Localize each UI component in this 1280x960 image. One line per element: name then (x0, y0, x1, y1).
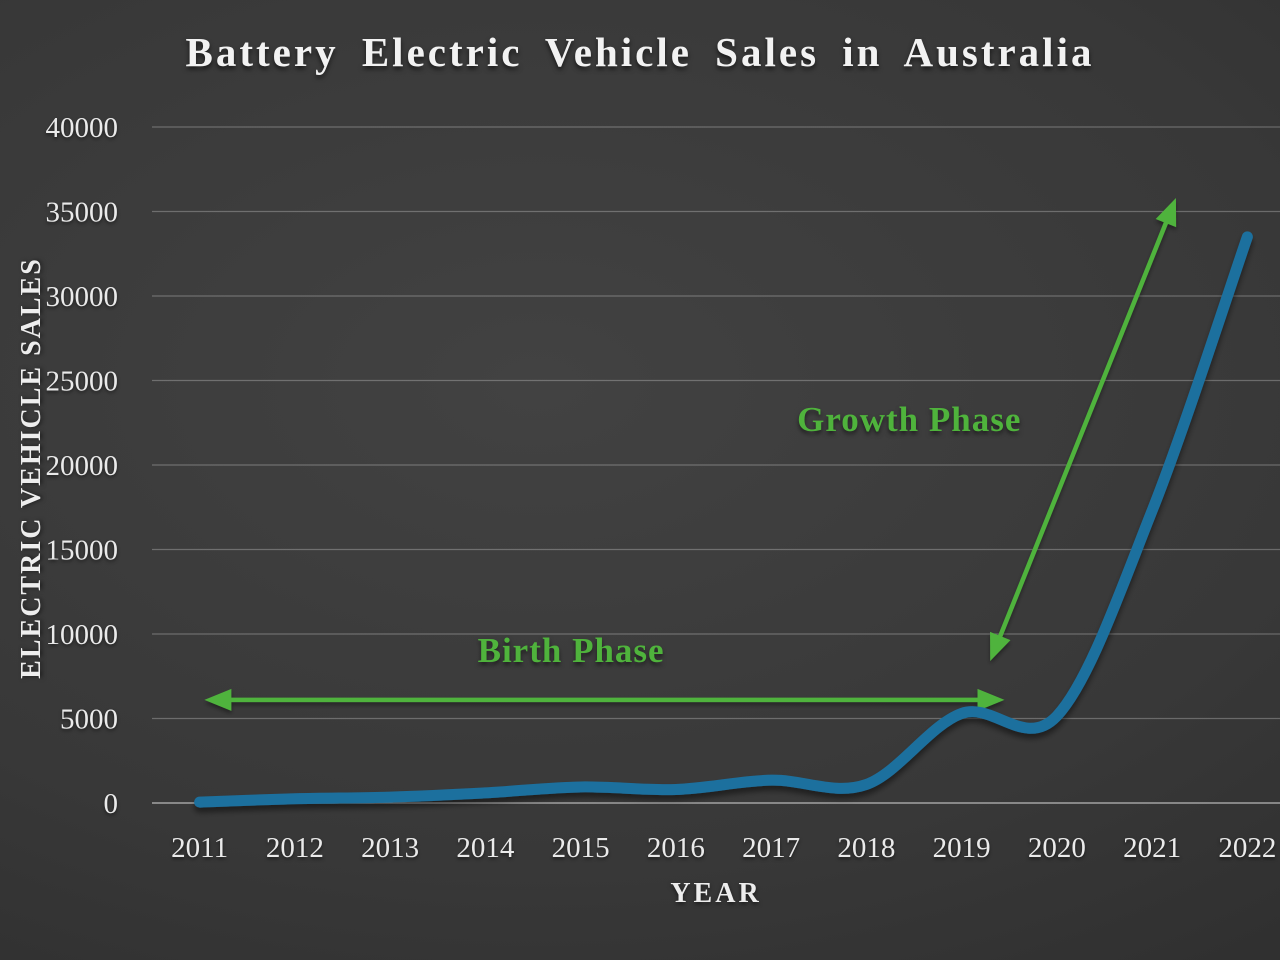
y-tick-label: 30000 (46, 281, 119, 313)
x-tick-label: 2011 (171, 832, 228, 864)
arrowhead-icon (204, 688, 232, 711)
y-tick-label: 5000 (60, 704, 118, 736)
x-tick-label: 2016 (647, 832, 705, 864)
growth-phase-arrow (990, 197, 1177, 662)
sales-line-series (194, 231, 1253, 808)
birth-phase-arrow (204, 688, 1005, 711)
y-tick-label: 20000 (46, 450, 119, 482)
x-tick-label: 2013 (361, 832, 419, 864)
x-tick-label: 2022 (1218, 832, 1276, 864)
y-tick-label: 15000 (46, 535, 119, 567)
y-tick-label: 40000 (46, 112, 119, 144)
growth-phase-label: Growth Phase (797, 400, 1022, 440)
x-tick-label: 2017 (742, 832, 800, 864)
x-axis-title: YEAR (670, 878, 762, 909)
x-tick-labels: 2011 2012 2013 2014 2015 2016 2017 2018 2019 2020… (171, 832, 1276, 864)
x-tick-label: 2021 (1123, 832, 1181, 864)
y-tick-label: 35000 (46, 197, 119, 229)
annotation-arrows (204, 197, 1177, 711)
y-tick-label: 25000 (46, 366, 119, 398)
arrow-shaft (995, 214, 1171, 645)
x-tick-label: 2014 (456, 832, 515, 864)
x-tick-label: 2019 (933, 832, 991, 864)
y-tick-labels: 0 5000 10000 15000 20000 25000 30000 35000 40000 (46, 112, 119, 820)
y-tick-label: 0 (104, 788, 119, 820)
x-tick-label: 2015 (552, 832, 610, 864)
x-tick-label: 2020 (1028, 832, 1086, 864)
sales-line (194, 231, 1253, 808)
x-tick-label: 2018 (837, 832, 895, 864)
x-tick-label: 2012 (266, 832, 324, 864)
arrowhead-icon (1155, 197, 1177, 228)
chart-title: Battery Electric Vehicle Sales in Austra… (185, 29, 1095, 75)
birth-phase-label: Birth Phase (477, 630, 665, 670)
y-tick-label: 10000 (46, 619, 119, 651)
arrowhead-icon (990, 631, 1011, 662)
arrowhead-icon (977, 688, 1005, 711)
